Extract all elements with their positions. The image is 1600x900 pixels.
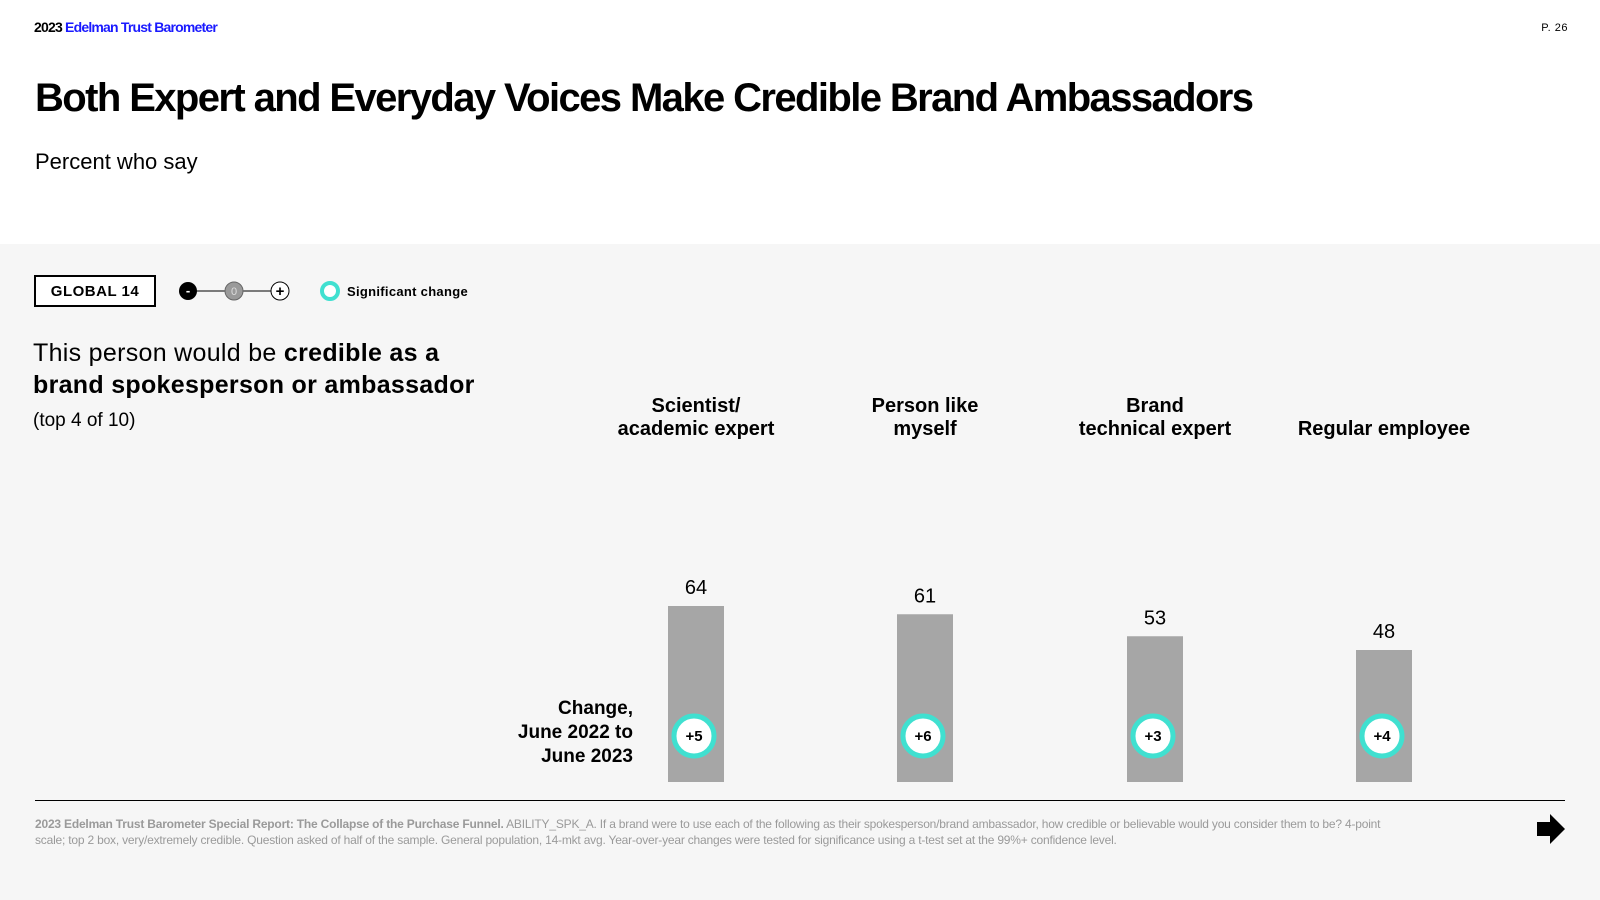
- change-label: Change, June 2022 to June 2023: [440, 697, 633, 769]
- change-label-line1: Change,: [558, 698, 633, 719]
- footnote: 2023 Edelman Trust Barometer Special Rep…: [35, 816, 1405, 848]
- legend-minus: -: [186, 283, 190, 298]
- minus-dot-icon: [179, 282, 197, 300]
- footnote-source: 2023 Edelman Trust Barometer Special Rep…: [35, 817, 504, 831]
- next-arrow-icon[interactable]: [1533, 812, 1567, 846]
- question-prefix: This person would be: [33, 339, 284, 367]
- legend-zero: 0: [231, 286, 237, 298]
- global-filter-badge: GLOBAL 14: [34, 275, 156, 307]
- question-bold: credible as a brand spokesperson or amba…: [33, 339, 475, 399]
- content-panel: [0, 244, 1600, 900]
- significant-change-label: Significant change: [347, 283, 468, 299]
- plus-dot-icon: [270, 281, 290, 301]
- significant-change-legend: Significant change: [320, 281, 468, 301]
- question-note: (top 4 of 10): [33, 410, 136, 431]
- footer-divider: [35, 800, 1565, 801]
- brand-year: 2023: [34, 19, 63, 35]
- change-label-line3: June 2023: [541, 746, 633, 767]
- significant-ring-icon: [320, 281, 340, 301]
- legend-plus: +: [276, 283, 285, 300]
- page-subtitle: Percent who say: [35, 149, 198, 174]
- change-scale-legend: - 0 +: [179, 281, 290, 301]
- change-label-line2: June 2022 to: [517, 722, 633, 743]
- page-title: Both Expert and Everyday Voices Make Cre…: [35, 76, 1254, 120]
- page-number: P. 26: [1541, 22, 1568, 34]
- question-text: This person would be credible as a brand…: [33, 337, 513, 401]
- brand-logo: 2023 Edelman Trust Barometer: [34, 19, 218, 35]
- zero-dot-icon: [224, 281, 244, 301]
- brand-name: Edelman Trust Barometer: [65, 19, 218, 35]
- footnote-text: ABILITY_SPK_A. If a brand were to use ea…: [35, 817, 1381, 847]
